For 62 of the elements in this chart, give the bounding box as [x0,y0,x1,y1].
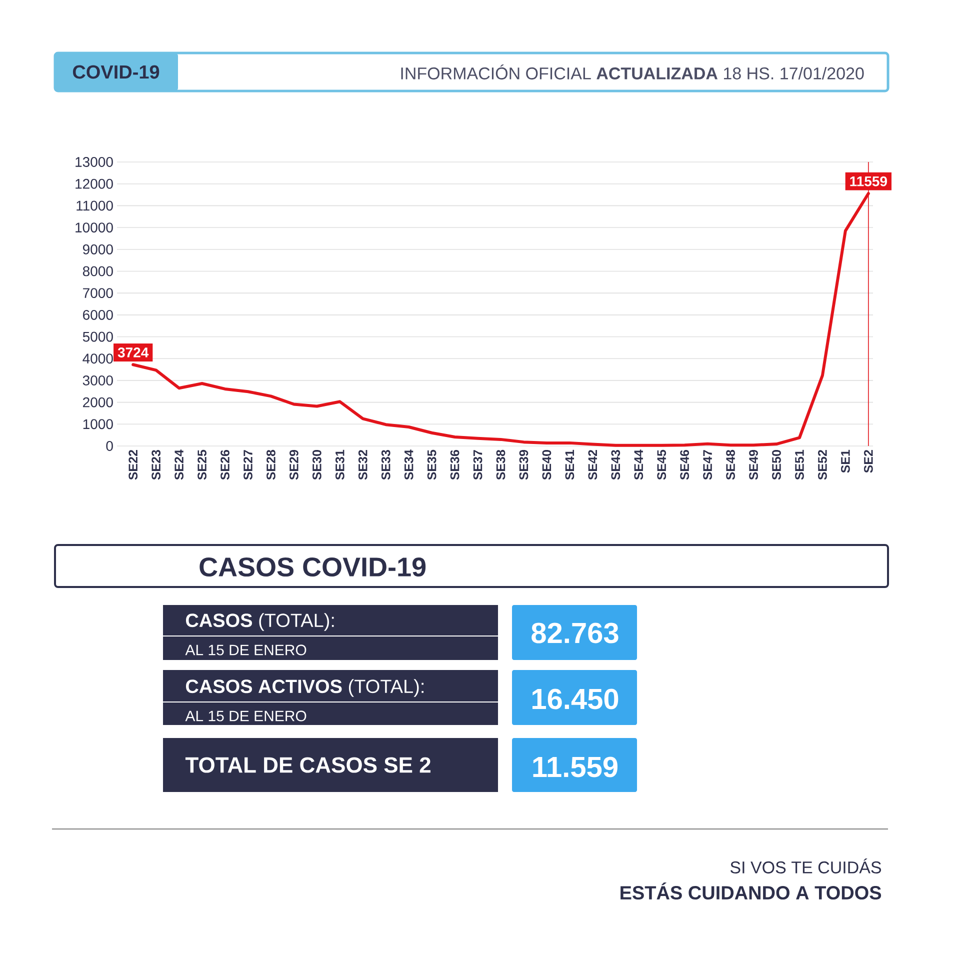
text: CASOS (TOTAL): [186,613,334,631]
y-tick-label: 13000 [76,157,113,167]
x-tick-label: SE47 [703,450,712,480]
y-tick-label: 1000 [83,419,113,430]
x-tick-label: SE50 [772,450,781,480]
x-tick-label: SE34 [404,450,414,480]
x-tick-label: SE23 [152,450,161,480]
x-tick-label: SE24 [174,450,184,480]
x-tick-label: SE40 [542,450,552,480]
x-tick-label: SE38 [496,450,506,480]
text: AL 15 DE ENERO [185,710,306,722]
x-tick-label: SE25 [198,450,206,480]
y-tick-label: 9000 [82,244,113,254]
text: TOTAL DE CASOS SE 2 [185,757,430,773]
x-tick-label: SE39 [519,450,528,480]
x-tick-label: SE2 [864,450,873,473]
y-tick-label: 10000 [76,222,113,232]
x-tick-label: SE31 [335,450,344,480]
text: 11.559 [533,756,618,778]
x-tick-label: SE35 [427,450,436,480]
text: 16.450 [532,688,618,710]
y-tick-label: 2000 [83,397,113,408]
y-tick-label: 6000 [83,310,113,320]
x-tick-label: SE52 [818,450,827,480]
x-tick-label: SE48 [726,450,735,480]
x-tick-label: SE30 [312,450,322,480]
x-tick-label: SE26 [220,450,230,480]
x-tick-label: SE41 [565,450,574,480]
text: 82.763 [532,622,618,644]
x-tick-label: SE49 [749,450,758,480]
y-tick-label: 7000 [83,288,113,298]
data-label: 11559 [850,176,887,186]
text: AL 15 DE ENERO [185,644,306,656]
text: SI VOS TE CUIDÁS [730,858,882,874]
x-tick-label: SE27 [244,450,252,480]
y-tick-label: 8000 [82,266,113,276]
y-tick-label: 12000 [76,178,113,189]
chart-subtitle: INFORMACIÓN OFICIAL ACTUALIZADA 18 HS. 17/01/2020 [401,64,864,80]
text: CASOS COVID-19 [200,557,426,577]
text: ESTÁS CUIDANDO A TODOS [620,882,882,900]
x-tick-label: SE22 [128,450,138,480]
x-tick-label: SE45 [657,450,666,480]
x-tick-label: SE37 [473,450,482,480]
chart-title: COVID-19 [72,65,160,79]
x-tick-label: SE32 [358,450,368,480]
y-tick-label: 3000 [82,375,113,386]
x-tick-label: SE1 [841,450,850,473]
x-tick-label: SE51 [795,450,804,480]
x-tick-label: SE44 [634,450,644,480]
y-tick-label: 5000 [82,332,113,342]
text: CASOS ACTIVOS (TOTAL): [186,679,424,697]
y-tick-label: 11000 [76,200,113,211]
x-tick-label: SE29 [290,450,298,480]
data-label: 3724 [118,347,149,358]
y-tick-label: 0 [106,441,113,451]
y-tick-label: 4000 [82,354,113,364]
x-tick-label: SE46 [680,450,690,480]
x-tick-label: SE42 [588,450,598,480]
x-tick-label: SE28 [266,450,276,480]
x-tick-label: SE33 [381,450,390,480]
x-tick-label: SE36 [450,450,460,480]
x-tick-label: SE43 [611,450,620,480]
